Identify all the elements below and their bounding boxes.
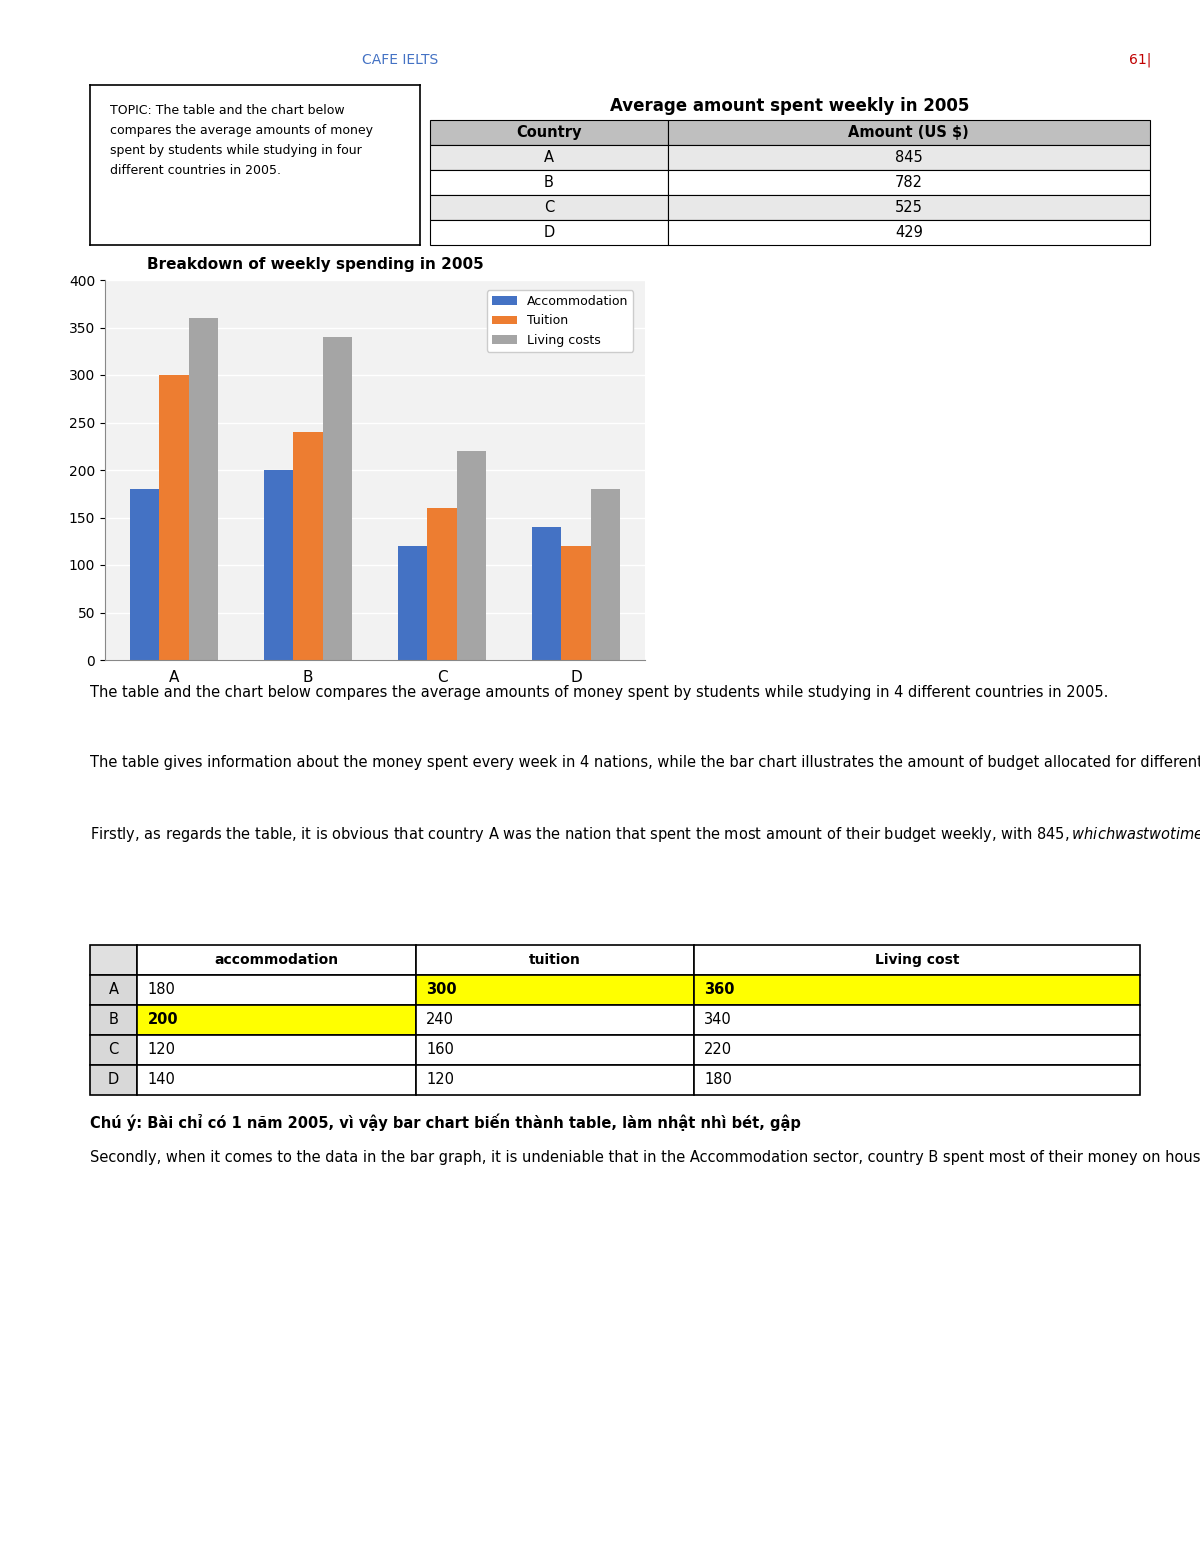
Bar xyxy=(90,1005,137,1034)
Text: 240: 240 xyxy=(426,1013,454,1028)
Bar xyxy=(293,432,323,660)
Text: Amount (US $): Amount (US $) xyxy=(848,124,970,140)
Bar xyxy=(160,374,188,660)
Bar xyxy=(398,547,427,660)
Text: 160: 160 xyxy=(426,1042,454,1058)
Bar xyxy=(694,1065,1140,1095)
Bar xyxy=(532,526,562,660)
Text: CAFE IELTS: CAFE IELTS xyxy=(362,53,438,67)
Bar xyxy=(137,975,415,1005)
Text: TOPIC: The table and the chart below
compares the average amounts of money
spent: TOPIC: The table and the chart below com… xyxy=(110,104,373,177)
Bar xyxy=(430,144,667,169)
Text: 61|: 61| xyxy=(1129,53,1151,67)
Bar xyxy=(430,221,667,245)
Text: A: A xyxy=(544,151,553,165)
Bar xyxy=(90,1065,137,1095)
Bar xyxy=(667,196,1150,221)
Bar xyxy=(415,1065,694,1095)
Legend: Accommodation, Tuition, Living costs: Accommodation, Tuition, Living costs xyxy=(487,290,634,351)
Bar xyxy=(667,120,1150,144)
Text: 200: 200 xyxy=(148,1013,179,1028)
Bar xyxy=(137,1005,415,1034)
Text: 140: 140 xyxy=(148,1073,175,1087)
Text: The table gives information about the money spent every week in 4 nations, while: The table gives information about the mo… xyxy=(90,755,1200,770)
Text: 120: 120 xyxy=(426,1073,454,1087)
Bar xyxy=(427,508,457,660)
Text: A: A xyxy=(109,983,119,997)
Bar xyxy=(130,489,160,660)
Text: Breakdown of weekly spending in 2005: Breakdown of weekly spending in 2005 xyxy=(146,258,484,272)
Bar xyxy=(694,1005,1140,1034)
Text: Average amount spent weekly in 2005: Average amount spent weekly in 2005 xyxy=(611,96,970,115)
Text: 120: 120 xyxy=(148,1042,175,1058)
Bar xyxy=(90,975,137,1005)
Bar xyxy=(430,120,667,144)
Text: 845: 845 xyxy=(895,151,923,165)
Bar xyxy=(590,489,620,660)
Bar xyxy=(562,547,590,660)
Text: C: C xyxy=(108,1042,119,1058)
Bar xyxy=(667,221,1150,245)
Text: 525: 525 xyxy=(895,200,923,214)
Text: B: B xyxy=(544,175,553,189)
Bar xyxy=(90,944,137,975)
Text: D: D xyxy=(108,1073,119,1087)
Text: accommodation: accommodation xyxy=(215,954,338,968)
Text: Secondly, when it comes to the data in the bar graph, it is undeniable that in t: Secondly, when it comes to the data in t… xyxy=(90,1151,1200,1165)
Text: 340: 340 xyxy=(704,1013,732,1028)
Bar xyxy=(430,169,667,196)
Text: Living cost: Living cost xyxy=(875,954,959,968)
Bar xyxy=(667,169,1150,196)
Text: Country: Country xyxy=(516,124,582,140)
Text: tuition: tuition xyxy=(529,954,581,968)
Bar xyxy=(694,944,1140,975)
Bar xyxy=(415,1034,694,1065)
Text: Firstly, as regards the table, it is obvious that country A was the nation that : Firstly, as regards the table, it is obv… xyxy=(90,825,1200,843)
Bar xyxy=(415,944,694,975)
Text: 180: 180 xyxy=(704,1073,732,1087)
Bar xyxy=(415,1005,694,1034)
Bar xyxy=(188,318,218,660)
Text: D: D xyxy=(544,225,554,241)
Bar xyxy=(694,1034,1140,1065)
Text: C: C xyxy=(544,200,554,214)
Text: The table and the chart below compares the average amounts of money spent by stu: The table and the chart below compares t… xyxy=(90,685,1109,700)
Text: 180: 180 xyxy=(148,983,175,997)
Text: 360: 360 xyxy=(704,983,734,997)
Text: B: B xyxy=(109,1013,119,1028)
Bar xyxy=(430,196,667,221)
Text: 300: 300 xyxy=(426,983,457,997)
Text: 429: 429 xyxy=(895,225,923,241)
Text: 220: 220 xyxy=(704,1042,732,1058)
Bar xyxy=(667,144,1150,169)
Bar xyxy=(137,944,415,975)
Bar xyxy=(415,975,694,1005)
Text: Chú ý: Bài chỉ có 1 năm 2005, vì vậy bar chart biến thành table, làm nhật nhì bé: Chú ý: Bài chỉ có 1 năm 2005, vì vậy bar… xyxy=(90,1114,800,1131)
Bar xyxy=(137,1065,415,1095)
Bar xyxy=(264,471,293,660)
Bar xyxy=(694,975,1140,1005)
Bar xyxy=(323,337,352,660)
Bar xyxy=(457,450,486,660)
Bar xyxy=(137,1034,415,1065)
Bar xyxy=(90,1034,137,1065)
Text: 782: 782 xyxy=(895,175,923,189)
